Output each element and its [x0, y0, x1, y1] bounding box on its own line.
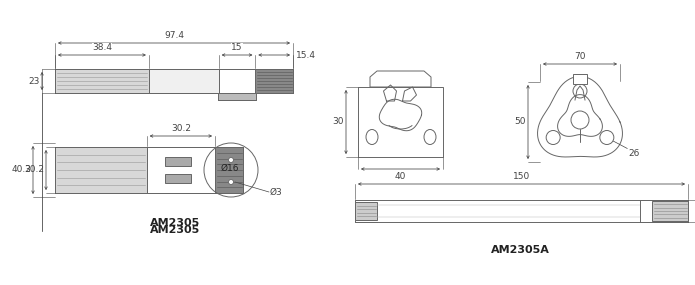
Text: Ø16: Ø16 — [221, 164, 239, 172]
Text: 38.4: 38.4 — [92, 43, 112, 52]
Bar — [215, 147, 243, 193]
Circle shape — [229, 180, 234, 184]
Text: 40.2: 40.2 — [11, 166, 31, 174]
Bar — [55, 147, 147, 193]
Text: AM2305A: AM2305A — [491, 245, 550, 255]
Bar — [355, 200, 688, 222]
Text: 30.2: 30.2 — [171, 124, 191, 133]
Bar — [55, 69, 293, 93]
Bar — [355, 202, 377, 220]
Bar — [573, 74, 587, 84]
Bar — [147, 147, 215, 193]
Text: 15.4: 15.4 — [296, 50, 316, 60]
Text: 70: 70 — [574, 52, 586, 61]
Bar — [652, 201, 688, 221]
Text: 30.2: 30.2 — [24, 166, 44, 174]
Bar — [55, 69, 149, 93]
Polygon shape — [370, 71, 431, 87]
Text: Ø3: Ø3 — [270, 188, 283, 196]
Ellipse shape — [366, 129, 378, 144]
Text: 15: 15 — [231, 43, 243, 52]
Text: 97.4: 97.4 — [164, 31, 184, 40]
Circle shape — [229, 158, 234, 162]
Text: AM2305: AM2305 — [150, 225, 200, 235]
Bar — [165, 157, 190, 166]
Text: 23: 23 — [28, 76, 40, 86]
Bar — [165, 174, 190, 183]
Bar — [255, 69, 293, 93]
Text: 26: 26 — [628, 150, 639, 158]
Circle shape — [546, 131, 560, 144]
Text: AM2305: AM2305 — [150, 218, 200, 228]
Bar — [358, 87, 443, 157]
Text: 40: 40 — [395, 172, 406, 181]
Bar — [149, 69, 219, 93]
Circle shape — [571, 111, 589, 129]
Text: 30: 30 — [332, 117, 344, 127]
Bar — [55, 147, 215, 193]
Circle shape — [600, 131, 614, 144]
Text: 50: 50 — [514, 117, 526, 127]
Ellipse shape — [424, 129, 436, 144]
Text: 150: 150 — [513, 172, 530, 181]
Bar — [219, 69, 255, 93]
Circle shape — [573, 84, 587, 98]
Bar — [218, 93, 256, 100]
